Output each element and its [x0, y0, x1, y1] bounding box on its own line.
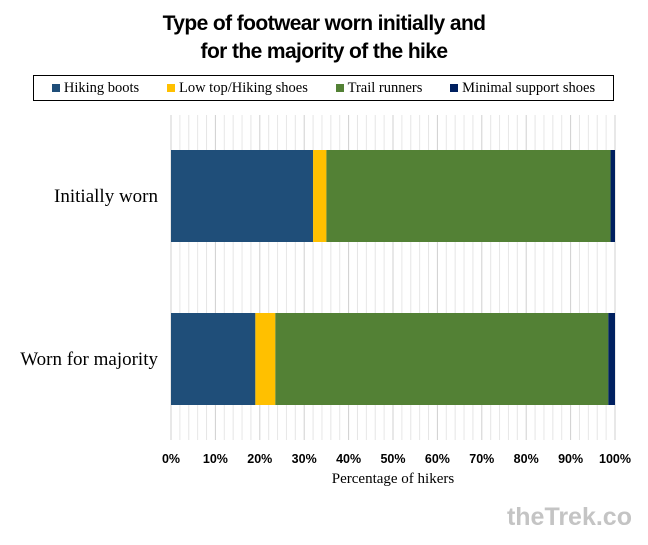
x-tick-label: 100% — [599, 452, 631, 466]
x-tick-label: 60% — [424, 452, 450, 466]
legend-label-minimal-support-shoes: Minimal support shoes — [462, 79, 596, 96]
x-tick-label: 70% — [469, 452, 495, 466]
legend-swatch-trail-runners — [335, 84, 344, 92]
bar-segment-trail-runners-worn-for-majority — [275, 313, 609, 405]
bar-segment-trail-runners-initially-worn — [326, 150, 611, 242]
thetrek-watermark: theTrek.co — [506, 503, 632, 531]
category-label-initially-worn: Initially worn — [54, 186, 158, 207]
x-tick-label: 0% — [161, 452, 181, 466]
legend-item-trail-runners: Trail runners — [335, 79, 423, 97]
x-tick-label: 80% — [513, 452, 539, 466]
legend-item-minimal-support-shoes: Minimal support shoes — [450, 80, 595, 97]
bar-segment-minimal-support-shoes-worn-for-majority — [608, 313, 615, 405]
category-label-worn-for-majority: Worn for majority — [20, 349, 158, 370]
legend-swatch-low-top-shoes — [166, 84, 175, 92]
bar-segment-minimal-support-shoes-initially-worn — [610, 150, 615, 242]
x-tick-label: 40% — [336, 452, 362, 466]
legend-label-hiking-boots: Hiking boots — [63, 79, 140, 96]
bar-segment-hiking-boots-worn-for-majority — [171, 313, 256, 405]
legend-label-trail-runners: Trail runners — [347, 79, 423, 96]
x-tick-label: 50% — [380, 452, 406, 466]
legend-item-hiking-boots: Hiking boots — [51, 79, 140, 97]
bar-segment-hiking-boots-initially-worn — [171, 150, 314, 242]
bar-segment-low-top-hiking-shoes-initially-worn — [313, 150, 327, 242]
legend-swatch-hiking-boots — [51, 84, 60, 92]
x-tick-label: 30% — [291, 452, 317, 466]
legend-swatch-minimal-support-shoes — [450, 84, 459, 92]
chart-title-line-2: for the majority of the hike — [200, 40, 449, 63]
x-tick-label: 90% — [558, 452, 584, 466]
legend-label-low-top-shoes: Low top/Hiking shoes — [178, 79, 308, 96]
chart-legend: Hiking boots Low top/Hiking shoes Trail … — [33, 75, 614, 101]
legend-item-low-top-shoes: Low top/Hiking shoes — [166, 79, 308, 97]
bar-segment-low-top-hiking-shoes-worn-for-majority — [255, 313, 276, 405]
chart-title-line-1: Type of footwear worn initially and — [162, 12, 486, 35]
x-tick-label: 20% — [247, 452, 273, 466]
x-axis-label: Percentage of hikers — [331, 471, 455, 487]
chart-title: Type of footwear worn initially and for … — [0, 10, 648, 66]
x-tick-label: 10% — [202, 452, 228, 466]
